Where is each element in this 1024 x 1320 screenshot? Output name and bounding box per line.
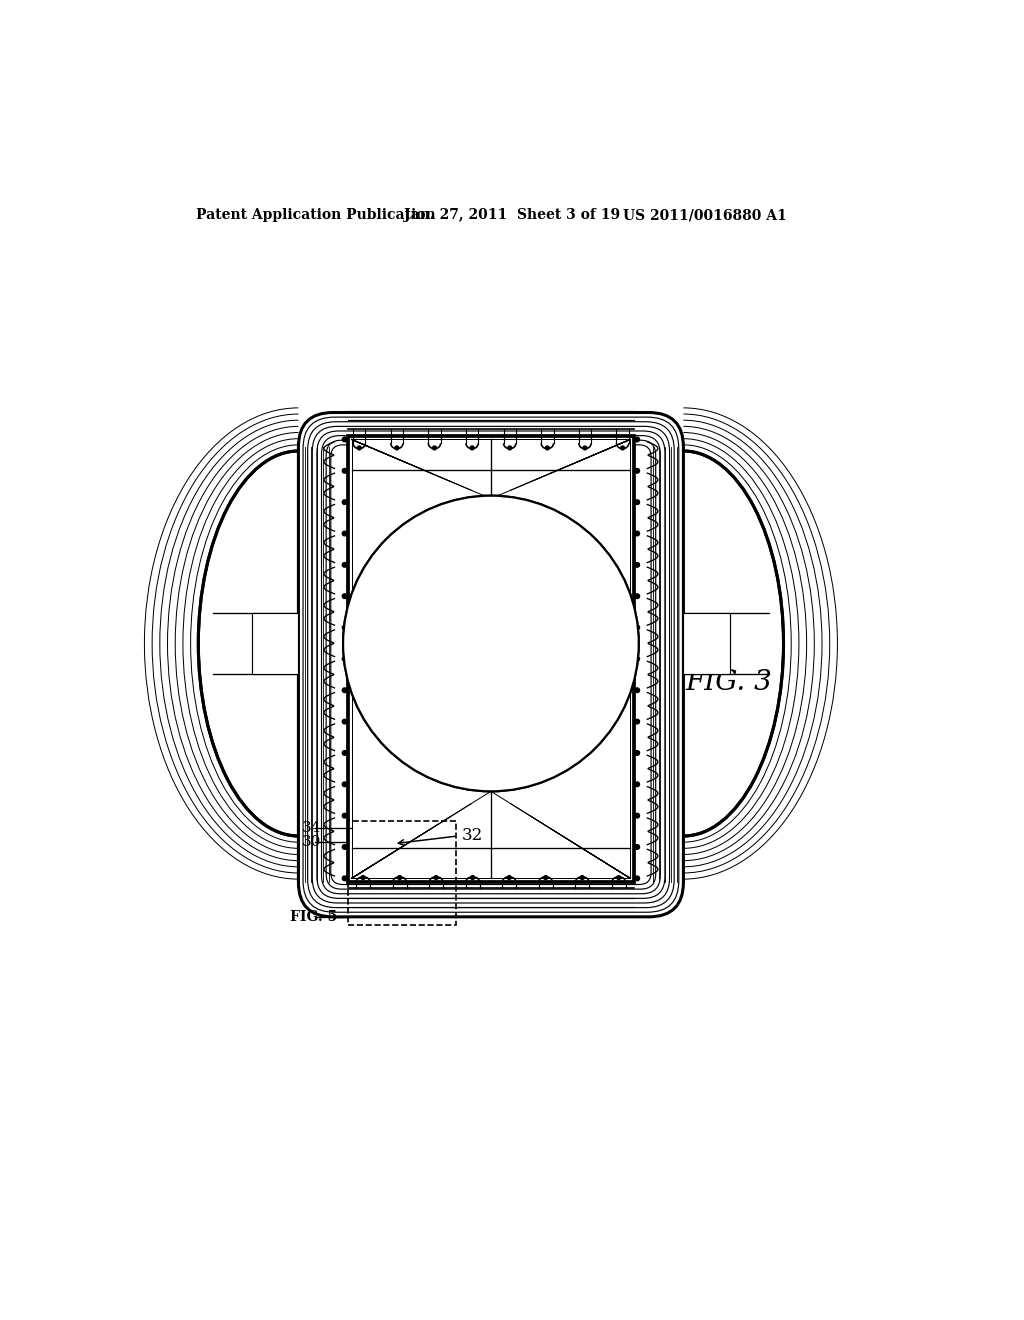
Circle shape — [434, 875, 438, 879]
Circle shape — [342, 437, 347, 442]
Circle shape — [616, 875, 621, 879]
Circle shape — [635, 688, 640, 693]
Text: 30: 30 — [301, 836, 321, 849]
Circle shape — [635, 626, 640, 630]
Circle shape — [342, 719, 347, 723]
Circle shape — [635, 469, 640, 473]
Circle shape — [635, 781, 640, 787]
Circle shape — [508, 446, 512, 450]
Circle shape — [621, 446, 625, 450]
Circle shape — [635, 813, 640, 818]
Text: US 2011/0016880 A1: US 2011/0016880 A1 — [624, 209, 787, 223]
Circle shape — [635, 876, 640, 880]
Circle shape — [342, 876, 347, 880]
Text: FIG. 3: FIG. 3 — [685, 668, 772, 696]
Circle shape — [397, 875, 401, 879]
Circle shape — [342, 656, 347, 661]
Circle shape — [635, 594, 640, 598]
Circle shape — [471, 875, 474, 879]
Circle shape — [635, 845, 640, 849]
Circle shape — [342, 594, 347, 598]
Circle shape — [581, 875, 584, 879]
Circle shape — [342, 469, 347, 473]
Text: 34: 34 — [301, 821, 321, 836]
Circle shape — [546, 446, 549, 450]
Text: Jan. 27, 2011  Sheet 3 of 19: Jan. 27, 2011 Sheet 3 of 19 — [403, 209, 621, 223]
Circle shape — [342, 813, 347, 818]
Circle shape — [635, 751, 640, 755]
Circle shape — [544, 875, 548, 879]
Circle shape — [583, 446, 587, 450]
Ellipse shape — [199, 451, 398, 836]
Circle shape — [342, 500, 347, 504]
Circle shape — [635, 719, 640, 723]
Circle shape — [395, 446, 398, 450]
Circle shape — [343, 496, 639, 791]
Circle shape — [432, 446, 436, 450]
Circle shape — [342, 751, 347, 755]
Circle shape — [470, 446, 474, 450]
Circle shape — [343, 496, 639, 791]
Circle shape — [342, 626, 347, 630]
Circle shape — [342, 688, 347, 693]
Circle shape — [361, 875, 365, 879]
Circle shape — [342, 531, 347, 536]
Bar — [252, 612, 298, 675]
Bar — [348, 436, 634, 882]
Circle shape — [342, 562, 347, 568]
Circle shape — [635, 656, 640, 661]
Circle shape — [635, 437, 640, 442]
Circle shape — [635, 562, 640, 568]
Text: Patent Application Publication: Patent Application Publication — [196, 209, 435, 223]
Bar — [348, 821, 456, 924]
Ellipse shape — [584, 451, 783, 836]
Circle shape — [635, 500, 640, 504]
Text: 32: 32 — [462, 828, 483, 845]
Text: FIG. 5: FIG. 5 — [290, 909, 337, 924]
Circle shape — [635, 531, 640, 536]
Bar — [683, 612, 730, 675]
Circle shape — [507, 875, 511, 879]
Circle shape — [357, 446, 361, 450]
Bar — [351, 440, 631, 878]
Circle shape — [342, 845, 347, 849]
Circle shape — [342, 781, 347, 787]
